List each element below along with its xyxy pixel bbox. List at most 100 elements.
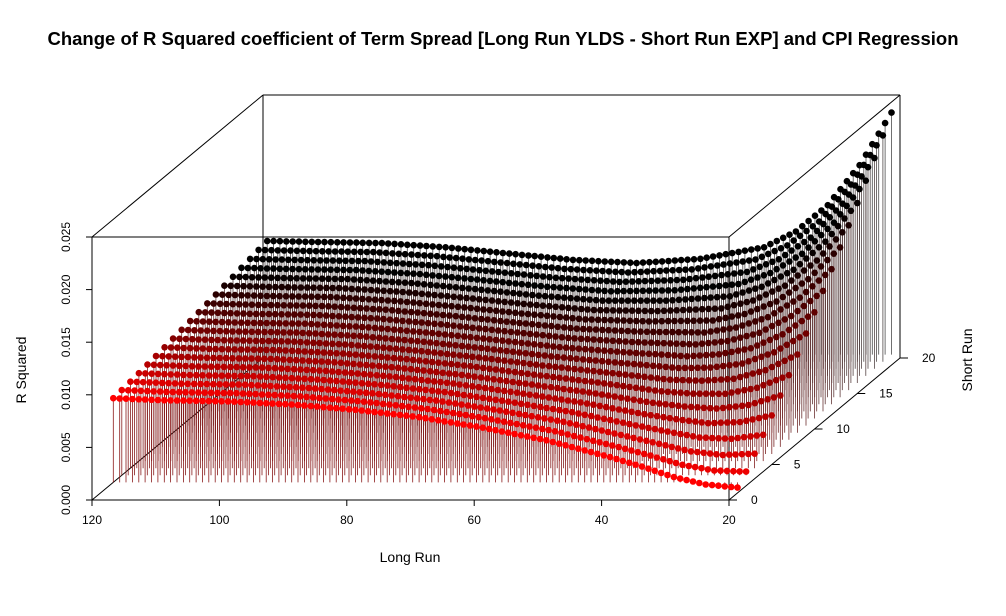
data-point [116, 395, 123, 402]
data-point [858, 173, 865, 180]
data-point [537, 372, 544, 379]
data-point [137, 387, 145, 395]
data-point [416, 328, 423, 336]
data-point [679, 416, 686, 424]
data-point [832, 236, 840, 243]
data-point [445, 341, 453, 348]
data-point [526, 360, 534, 368]
data-point [573, 295, 581, 303]
data-point [739, 360, 746, 367]
data-point [216, 354, 223, 362]
data-point [390, 354, 398, 362]
data-point [377, 409, 385, 417]
data-point [182, 389, 189, 396]
data-point [344, 275, 351, 283]
data-point [580, 266, 587, 274]
data-point [645, 424, 652, 432]
data-point [696, 317, 704, 325]
data-point [658, 351, 665, 358]
data-point [705, 273, 712, 281]
data-point [569, 256, 577, 264]
data-point [274, 274, 281, 282]
data-point [794, 272, 801, 279]
data-point [439, 398, 446, 405]
data-point [505, 279, 513, 287]
data-point [163, 362, 170, 369]
data-point [333, 350, 340, 357]
data-point [295, 265, 303, 273]
data-point [343, 387, 351, 395]
data-point [613, 381, 621, 389]
data-point [768, 363, 776, 371]
data-point [606, 453, 614, 461]
data-point [871, 154, 878, 162]
data-point [392, 402, 400, 409]
data-point [579, 356, 587, 363]
data-point [243, 372, 251, 380]
data-point [197, 354, 204, 361]
data-point [755, 414, 763, 422]
data-point [592, 296, 600, 304]
data-point [873, 142, 880, 149]
data-point [206, 318, 213, 326]
data-point [509, 409, 516, 417]
z-tick-label: 0.005 [59, 432, 73, 462]
data-point [282, 293, 290, 300]
data-point [603, 307, 610, 314]
data-point [503, 377, 510, 385]
data-point [532, 424, 540, 432]
data-point [770, 394, 778, 401]
data-point [717, 376, 725, 383]
data-point [454, 361, 461, 369]
data-point [647, 452, 654, 459]
data-point [703, 254, 710, 261]
data-point [422, 300, 430, 308]
data-point [847, 207, 855, 215]
data-point [432, 397, 440, 404]
data-point [288, 374, 296, 382]
data-point [622, 278, 630, 286]
data-point [307, 402, 315, 410]
data-point [498, 367, 506, 374]
data-point [406, 260, 413, 268]
data-point [429, 243, 437, 250]
data-point [288, 320, 296, 327]
data-point [594, 379, 602, 386]
data-point [809, 249, 816, 257]
data-point [401, 279, 409, 287]
data-point [361, 286, 368, 293]
data-point [637, 361, 644, 368]
data-point [718, 271, 725, 279]
data-point [586, 267, 594, 274]
data-point [647, 411, 654, 419]
data-point [600, 415, 608, 423]
data-point [738, 450, 746, 458]
data-point [792, 228, 800, 235]
data-point [231, 372, 238, 380]
data-point [719, 451, 727, 459]
data-point [638, 463, 646, 470]
data-point [344, 248, 352, 255]
data-point [575, 315, 583, 323]
data-point [435, 359, 442, 367]
data-point [673, 307, 680, 314]
data-point [528, 350, 536, 358]
data-point [616, 278, 623, 286]
data-point [717, 467, 724, 475]
data-point [229, 381, 236, 388]
data-point [500, 418, 508, 426]
data-point [250, 292, 258, 299]
data-point [284, 392, 291, 400]
data-point [482, 355, 489, 362]
data-point [374, 258, 381, 266]
data-point [424, 405, 431, 413]
data-point [526, 330, 534, 338]
data-point [477, 344, 485, 352]
data-point [715, 435, 722, 442]
data-point [486, 306, 494, 314]
data-point [471, 285, 479, 293]
x-tick-label: 100 [209, 513, 229, 527]
data-point [707, 294, 714, 301]
data-point [764, 280, 772, 287]
data-point [539, 302, 547, 310]
